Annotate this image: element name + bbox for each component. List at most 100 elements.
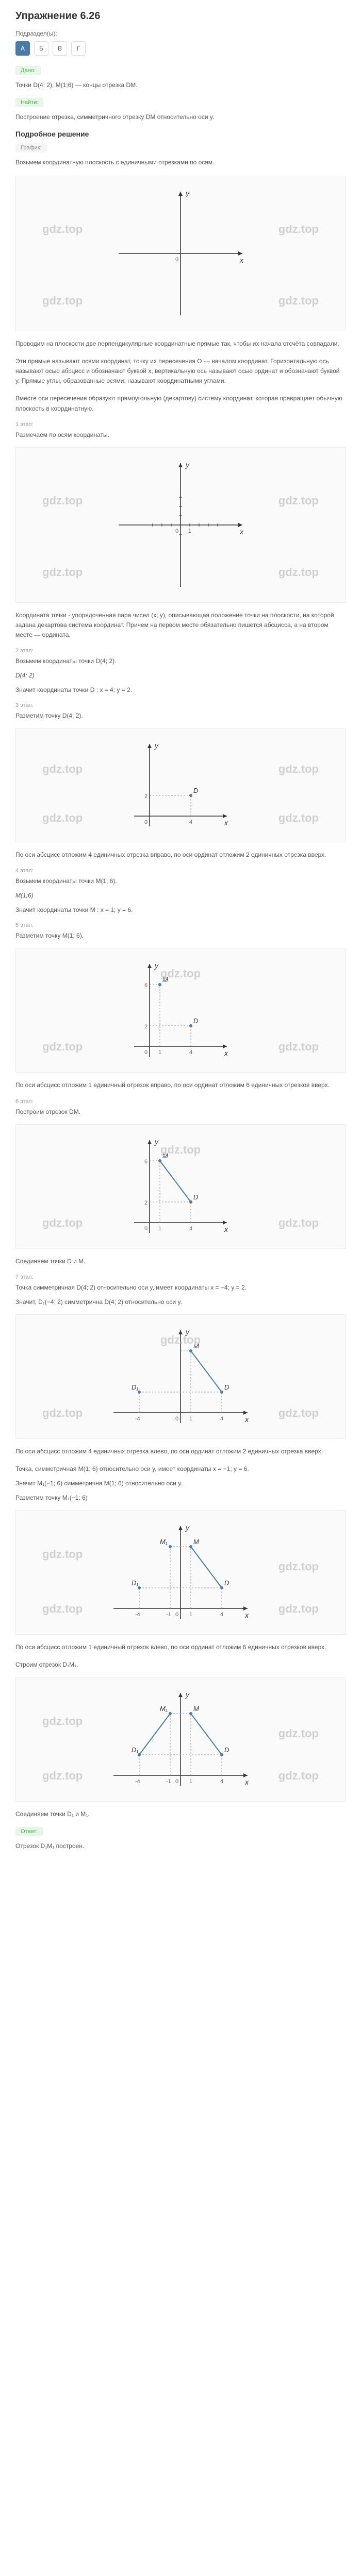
svg-text:0: 0 <box>175 1778 178 1785</box>
watermark: gdz.top <box>278 494 319 507</box>
watermark: gdz.top <box>160 967 201 980</box>
svg-text:1: 1 <box>189 1612 192 1618</box>
etap4-text: Возьмем координаты точки M(1; 6). <box>15 876 346 886</box>
watermark: gdz.top <box>278 294 319 308</box>
m1-desc: Значит M₁(−1; 6) симметрична M(1; 6) отн… <box>15 1479 346 1488</box>
dano-tag: Дано: <box>15 66 41 75</box>
theory4: Координата точки - упорядоченная пара чи… <box>15 611 346 640</box>
otvet-text: Отрезок D₁M₁ построен. <box>15 1841 346 1851</box>
svg-text:6: 6 <box>144 1159 147 1165</box>
svg-text:0: 0 <box>175 257 178 263</box>
etap1-text: Размечаем по осям координаты. <box>15 430 346 439</box>
m-coords: Значит координаты точки M : x = 1; y = 6… <box>15 905 346 914</box>
part-b[interactable]: Б <box>34 41 48 56</box>
etap6-text: Построим отрезок DM. <box>15 1107 346 1116</box>
watermark: gdz.top <box>278 1727 319 1740</box>
svg-text:x: x <box>224 1225 228 1233</box>
watermark: gdz.top <box>160 1333 201 1347</box>
etap6-label: 6 этап: <box>15 1098 346 1105</box>
svg-text:y: y <box>185 1690 190 1699</box>
svg-text:0: 0 <box>144 1226 147 1232</box>
part-v[interactable]: В <box>53 41 67 56</box>
svg-text:0: 0 <box>144 819 147 825</box>
d-graph-desc: По оси абсцисс отложим 4 единичных отрез… <box>15 850 346 860</box>
watermark: gdz.top <box>278 223 319 236</box>
etap3-text: Разметим точку D(4; 2). <box>15 711 346 720</box>
watermark: gdz.top <box>42 223 83 236</box>
svg-text:1: 1 <box>158 1049 161 1056</box>
svg-text:0: 0 <box>144 1049 147 1056</box>
d-coords: Значит координаты точки D : x = 4; y = 2… <box>15 685 346 694</box>
etap7-label: 7 этап: <box>15 1274 346 1280</box>
graph-desc: Возьмем координатную плоскость с единичн… <box>15 158 346 167</box>
svg-text:D: D <box>193 1017 198 1025</box>
m-graph-desc: По оси абсцисс отложим 1 единичный отрез… <box>15 1080 346 1090</box>
svg-text:D: D <box>224 1746 229 1754</box>
svg-text:y: y <box>185 1523 190 1532</box>
svg-text:2: 2 <box>144 1024 147 1030</box>
svg-text:y: y <box>185 189 190 197</box>
dm-desc: Соединяем точки D и M. <box>15 1257 346 1266</box>
svg-text:-1: -1 <box>166 1612 171 1618</box>
watermark: gdz.top <box>278 1216 319 1230</box>
theory1: Проводим на плоскости две перпендикулярн… <box>15 339 346 349</box>
subheader-label: Подраздел(ы): <box>15 30 57 37</box>
parts-tabs: А Б В Г <box>15 41 346 56</box>
svg-text:1: 1 <box>188 528 191 534</box>
watermark: gdz.top <box>42 1548 83 1561</box>
etap5-text: Разметим точку M(1; 6). <box>15 931 346 940</box>
part-a[interactable]: А <box>15 41 30 56</box>
etap5-label: 5 этап: <box>15 922 346 928</box>
graph-m1: gdz.top gdz.top gdz.top gdz.top D M D₁ M… <box>15 1510 346 1635</box>
svg-text:-4: -4 <box>135 1612 140 1618</box>
svg-text:4: 4 <box>189 819 192 825</box>
svg-text:x: x <box>224 819 228 827</box>
watermark: gdz.top <box>42 494 83 507</box>
watermark: gdz.top <box>278 566 319 579</box>
svg-text:D₁: D₁ <box>132 1383 139 1391</box>
svg-text:4: 4 <box>189 1226 192 1232</box>
svg-text:y: y <box>154 741 159 750</box>
watermark: gdz.top <box>160 1143 201 1157</box>
final-svg: D M D₁ M₁ x y 0 -4 -1 1 4 <box>108 1688 253 1791</box>
etap2-label: 2 этап: <box>15 648 346 654</box>
svg-text:x: x <box>239 256 244 264</box>
svg-text:-4: -4 <box>135 1778 140 1785</box>
svg-text:4: 4 <box>220 1612 223 1618</box>
svg-text:M: M <box>193 1705 199 1713</box>
svg-text:x: x <box>244 1611 249 1619</box>
m1-graph-desc: По оси абсцисс отложим 1 единичный отрез… <box>15 1642 346 1652</box>
etap4-label: 4 этап: <box>15 868 346 874</box>
watermark: gdz.top <box>42 1406 83 1420</box>
part-g[interactable]: Г <box>71 41 86 56</box>
svg-text:D: D <box>193 1193 198 1201</box>
d1-desc: Значит, D₁(−4; 2) симметрична D(4; 2) от… <box>15 1297 346 1307</box>
subheader: Подраздел(ы): <box>15 30 346 37</box>
svg-text:1: 1 <box>189 1416 192 1422</box>
watermark: gdz.top <box>42 1216 83 1230</box>
svg-text:M₁: M₁ <box>160 1538 168 1546</box>
svg-text:y: y <box>154 1138 159 1146</box>
nayti-text: Построение отрезка, симметричного отрезк… <box>15 112 346 122</box>
svg-text:y: y <box>154 961 159 970</box>
watermark: gdz.top <box>278 1602 319 1616</box>
svg-text:x: x <box>224 1049 228 1057</box>
graph-empty: gdz.top gdz.top gdz.top gdz.top x y 0 <box>15 176 346 331</box>
graph-grid: gdz.top gdz.top gdz.top gdz.top x y 0 1 <box>15 447 346 603</box>
watermark: gdz.top <box>42 1040 83 1054</box>
watermark: gdz.top <box>42 1715 83 1728</box>
point-d-svg: D x y 0 2 4 <box>129 739 232 832</box>
svg-text:M₁: M₁ <box>160 1705 168 1713</box>
svg-text:D₁: D₁ <box>132 1746 139 1754</box>
m1-label: Точка, симметричная M(1; 6) относительно… <box>15 1464 346 1473</box>
svg-text:M: M <box>193 1538 199 1546</box>
theory3: Вместе оси пересечения образуют прямоуго… <box>15 394 346 413</box>
final-desc: Соединяем точки D₁ и M₁. <box>15 1809 346 1819</box>
svg-text:1: 1 <box>189 1778 192 1785</box>
otvet-tag: Ответ: <box>15 1827 43 1836</box>
svg-text:0: 0 <box>175 528 178 534</box>
watermark: gdz.top <box>278 1560 319 1573</box>
svg-text:x: x <box>244 1778 249 1786</box>
dano-text: Точки D(4; 2), M(1;6) — концы отрезка DM… <box>15 80 346 90</box>
theory2: Эти прямые называют осями координат, точ… <box>15 357 346 386</box>
